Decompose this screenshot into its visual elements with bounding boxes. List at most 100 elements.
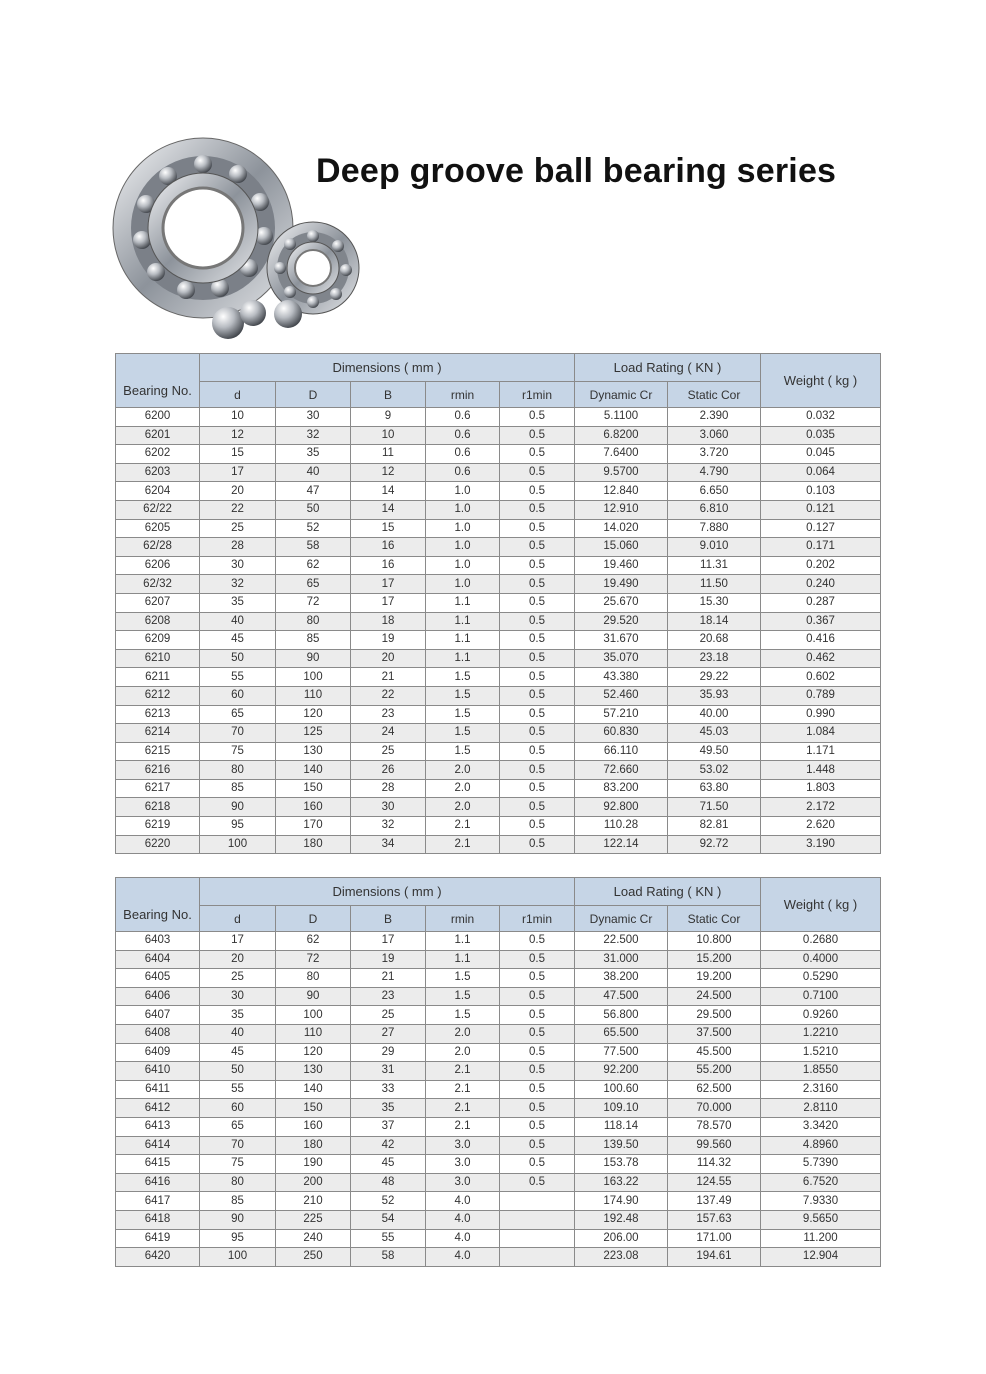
cell-rmin: 1.1 [425,592,500,613]
table-row: 6408 40 110 27 2.0 0.5 65.500 37.500 1.2210 [115,1023,882,1044]
cell-static-cor: 24.500 [666,986,762,1007]
cell-static-cor: 82.81 [666,816,762,836]
cell-d: 20 [199,949,276,970]
cell-width-b: 34 [350,834,426,855]
cell-bearing-no: 6415 [115,1154,200,1174]
cell-weight: 7.9330 [760,1191,882,1211]
cell-r1min: 0.5 [499,1079,575,1100]
cell-rmin: 1.5 [425,986,500,1007]
cell-r1min: 0.5 [499,481,575,501]
cell-r1min: 0.5 [499,444,575,464]
cell-bearing-no: 6408 [115,1023,200,1044]
cell-bearing-no: 6214 [115,723,200,743]
cell-d: 17 [199,462,276,483]
cell-rmin: 4.0 [425,1228,500,1249]
cell-dynamic-cr: 77.500 [574,1042,668,1063]
cell-r1min: 0.5 [499,499,575,520]
header-dynamic-cr: Dynamic Cr [574,905,668,932]
cell-rmin: 1.1 [425,611,500,632]
cell-rmin: 2.1 [425,1079,500,1100]
table-row: 6213 65 120 23 1.5 0.5 57.210 40.00 0.990 [115,704,882,725]
cell-weight: 0.032 [760,407,882,427]
cell-dynamic-cr: 174.90 [574,1191,668,1211]
cell-dynamic-cr: 100.60 [574,1079,668,1100]
cell-weight: 12.904 [760,1247,882,1267]
cell-d: 100 [199,834,276,855]
cell-d: 35 [199,1005,276,1025]
cell-bearing-no: 62/22 [115,499,200,520]
cell-outer-diameter: 110 [275,685,351,706]
cell-outer-diameter: 35 [275,444,351,464]
cell-d: 80 [199,1172,276,1193]
cell-dynamic-cr: 60.830 [574,723,668,743]
cell-outer-diameter: 225 [275,1209,351,1230]
cell-rmin: 1.5 [425,968,500,988]
cell-weight: 0.367 [760,611,882,632]
cell-static-cor: 6.650 [666,481,762,501]
cell-static-cor: 55.200 [666,1061,762,1081]
cell-static-cor: 3.060 [666,425,762,446]
cell-weight: 0.789 [760,685,882,706]
cell-bearing-no: 6216 [115,760,200,780]
cell-weight: 1.2210 [760,1023,882,1044]
header-dimensions: Dimensions ( mm ) [199,877,575,906]
cell-dynamic-cr: 35.070 [574,648,668,669]
table-row: 6200 10 30 9 0.6 0.5 5.1100 2.390 0.032 [115,407,882,427]
cell-outer-diameter: 85 [275,630,351,650]
cell-width-b: 32 [350,816,426,836]
cell-r1min: 0.5 [499,648,575,669]
table-row: 6403 17 62 17 1.1 0.5 22.500 10.800 0.2680 [115,931,882,951]
cell-rmin: 1.5 [425,723,500,743]
table-row: 6208 40 80 18 1.1 0.5 29.520 18.14 0.367 [115,611,882,632]
table-row: 6218 90 160 30 2.0 0.5 92.800 71.50 2.172 [115,797,882,818]
table-row: 6206 30 62 16 1.0 0.5 19.460 11.31 0.202 [115,555,882,576]
cell-static-cor: 18.14 [666,611,762,632]
cell-static-cor: 37.500 [666,1023,762,1044]
cell-d: 40 [199,611,276,632]
cell-d: 95 [199,816,276,836]
cell-static-cor: 114.32 [666,1154,762,1174]
header-outer-diameter: D [275,905,351,932]
cell-static-cor: 40.00 [666,704,762,725]
cell-dynamic-cr: 19.490 [574,574,668,594]
cell-r1min: 0.5 [499,518,575,539]
cell-static-cor: 20.68 [666,630,762,650]
cell-outer-diameter: 120 [275,1042,351,1063]
cell-outer-diameter: 80 [275,968,351,988]
cell-static-cor: 15.200 [666,949,762,970]
cell-weight: 5.7390 [760,1154,882,1174]
cell-bearing-no: 6412 [115,1098,200,1118]
cell-dynamic-cr: 31.670 [574,630,668,650]
header-bearing-no: Bearing No. [115,877,200,932]
cell-d: 10 [199,407,276,427]
cell-outer-diameter: 100 [275,667,351,687]
cell-r1min: 0.5 [499,1172,575,1193]
cell-weight: 2.3160 [760,1079,882,1100]
cell-bearing-no: 62/32 [115,574,200,594]
cell-r1min: 0.5 [499,462,575,483]
cell-rmin: 0.6 [425,444,500,464]
cell-d: 30 [199,986,276,1007]
table-row: 6220 100 180 34 2.1 0.5 122.14 92.72 3.190 [115,834,882,855]
cell-dynamic-cr: 56.800 [574,1005,668,1025]
cell-d: 90 [199,797,276,818]
cell-d: 60 [199,685,276,706]
cell-bearing-no: 6407 [115,1005,200,1025]
table-row: 6207 35 72 17 1.1 0.5 25.670 15.30 0.287 [115,592,882,613]
cell-r1min: 0.5 [499,537,575,557]
cell-width-b: 21 [350,968,426,988]
cell-weight: 0.7100 [760,986,882,1007]
cell-d: 45 [199,1042,276,1063]
cell-rmin: 3.0 [425,1135,500,1156]
cell-outer-diameter: 150 [275,1098,351,1118]
cell-bearing-no: 6417 [115,1191,200,1211]
table-row: 6413 65 160 37 2.1 0.5 118.14 78.570 3.3420 [115,1116,882,1137]
cell-r1min: 0.5 [499,986,575,1007]
cell-static-cor: 99.560 [666,1135,762,1156]
cell-rmin: 1.0 [425,481,500,501]
cell-r1min [499,1228,575,1249]
cell-d: 90 [199,1209,276,1230]
header-static-cor: Static Cor [666,905,762,932]
cell-static-cor: 2.390 [666,407,762,427]
